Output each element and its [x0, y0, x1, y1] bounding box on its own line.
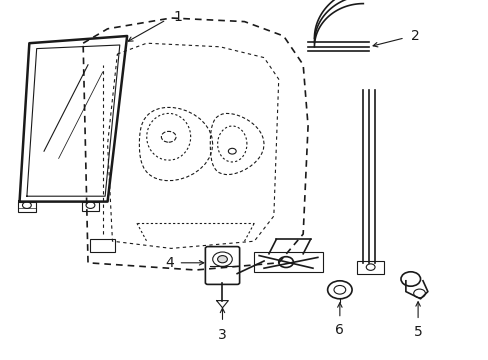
Circle shape	[217, 256, 227, 263]
Circle shape	[333, 285, 345, 294]
Circle shape	[413, 289, 425, 298]
Circle shape	[327, 281, 351, 299]
Text: 2: 2	[410, 29, 419, 43]
FancyBboxPatch shape	[205, 247, 239, 284]
Text: 4: 4	[164, 256, 173, 270]
Text: 1: 1	[173, 10, 182, 24]
Text: 6: 6	[335, 323, 344, 337]
Circle shape	[86, 202, 95, 208]
FancyBboxPatch shape	[356, 261, 383, 274]
Circle shape	[366, 264, 374, 270]
Circle shape	[400, 272, 420, 286]
Circle shape	[212, 252, 232, 266]
FancyBboxPatch shape	[90, 239, 115, 252]
FancyBboxPatch shape	[18, 202, 36, 212]
Circle shape	[22, 202, 31, 208]
Circle shape	[278, 257, 293, 267]
Text: 5: 5	[413, 325, 422, 339]
FancyBboxPatch shape	[81, 202, 99, 211]
Text: 3: 3	[218, 328, 226, 342]
